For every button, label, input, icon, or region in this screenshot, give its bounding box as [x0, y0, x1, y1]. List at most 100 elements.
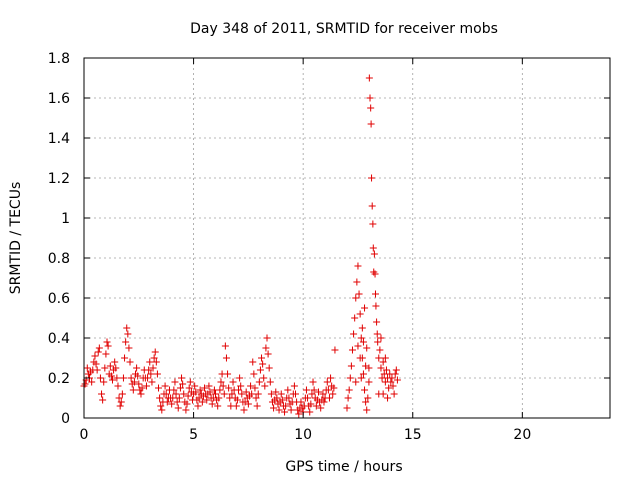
x-tick-label: 20: [513, 427, 531, 443]
data-point: [371, 270, 379, 278]
data-point: [184, 392, 192, 400]
data-point: [224, 370, 232, 378]
data-point: [208, 400, 216, 408]
data-point: [135, 380, 143, 388]
data-point: [369, 244, 377, 252]
data-point: [152, 358, 160, 366]
data-point: [170, 386, 178, 394]
data-point: [104, 342, 112, 350]
data-point: [329, 390, 337, 398]
data-point: [358, 324, 366, 332]
data-point: [248, 390, 256, 398]
data-point: [259, 360, 267, 368]
data-point: [121, 354, 129, 362]
data-point: [116, 402, 124, 410]
data-point: [375, 354, 383, 362]
data-point: [232, 402, 240, 410]
data-point: [198, 398, 206, 406]
data-point: [192, 388, 200, 396]
data-point: [304, 394, 312, 402]
data-point: [344, 394, 352, 402]
y-tick-label: 1.2: [48, 171, 70, 187]
data-point: [261, 382, 269, 390]
data-point: [162, 390, 170, 398]
data-point: [264, 350, 272, 358]
data-point: [129, 386, 137, 394]
data-point: [107, 372, 115, 380]
data-point: [374, 338, 382, 346]
data-point: [376, 346, 384, 354]
data-point: [361, 304, 369, 312]
data-point: [256, 366, 264, 374]
grid-lines: [84, 58, 610, 418]
data-point: [168, 400, 176, 408]
data-point: [281, 408, 289, 416]
data-point: [103, 338, 111, 346]
data-point: [364, 394, 372, 402]
data-point: [156, 394, 164, 402]
data-point: [173, 398, 181, 406]
data-point: [330, 384, 338, 392]
data-point: [384, 394, 392, 402]
plot-frame: [83, 57, 611, 419]
data-point: [126, 358, 134, 366]
y-axis-label: SRMTID / TECUs: [8, 182, 24, 295]
data-point: [219, 382, 227, 390]
data-point: [124, 330, 132, 338]
data-point: [287, 406, 295, 414]
data-point: [357, 374, 365, 382]
y-tick-label: 1.8: [48, 51, 70, 67]
data-point: [114, 382, 122, 390]
data-point: [111, 358, 119, 366]
data-point: [178, 374, 186, 382]
data-point: [138, 384, 146, 392]
data-point: [153, 370, 161, 378]
data-point: [212, 390, 219, 398]
data-point: [354, 342, 362, 350]
data-point: [251, 384, 259, 392]
data-point: [367, 120, 375, 128]
y-tick-label: 0.6: [48, 291, 70, 307]
data-point: [323, 378, 331, 386]
data-point: [201, 384, 209, 392]
data-point: [242, 388, 250, 396]
data-point: [272, 388, 280, 396]
data-point: [180, 390, 188, 398]
data-point: [325, 394, 333, 402]
data-point: [317, 404, 325, 412]
data-point: [350, 330, 358, 338]
axis-ticks: 0 5 10 15 20 0 0.2 0.4 0.6 0.8 1 1.2 1.4 1.6 1.8: [48, 51, 610, 443]
data-point: [133, 364, 141, 372]
data-point: [368, 174, 376, 182]
data-point: [225, 384, 233, 392]
data-point: [244, 400, 252, 408]
data-point: [369, 220, 377, 228]
data-point: [221, 342, 229, 350]
data-point: [306, 408, 314, 416]
data-point: [238, 390, 246, 398]
data-point: [113, 374, 121, 382]
data-point: [392, 366, 400, 374]
data-point: [310, 386, 318, 394]
data-point: [295, 410, 303, 418]
data-point: [258, 354, 266, 362]
data-point: [379, 358, 387, 366]
data-point: [130, 378, 138, 386]
data-point: [365, 378, 373, 386]
data-point: [362, 362, 370, 370]
data-point: [331, 346, 339, 354]
data-point: [203, 396, 211, 404]
data-point: [123, 324, 131, 332]
data-point: [94, 348, 102, 356]
data-point: [176, 384, 184, 392]
data-point: [229, 378, 237, 386]
data-point: [191, 382, 199, 390]
data-point: [161, 382, 169, 390]
data-point: [347, 362, 355, 370]
data-point: [254, 390, 262, 398]
data-point: [372, 302, 380, 310]
data-point: [148, 378, 156, 386]
data-point: [99, 396, 107, 404]
data-point: [247, 382, 255, 390]
data-point: [266, 378, 274, 386]
